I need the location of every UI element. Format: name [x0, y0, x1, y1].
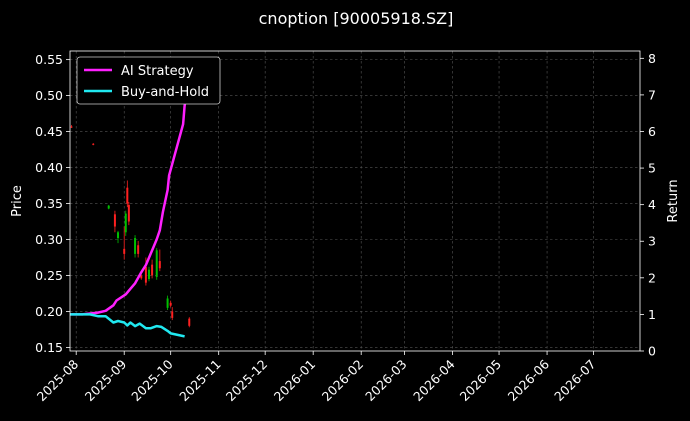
y-tick-label: 0.30 — [35, 232, 63, 247]
candle-body — [155, 250, 158, 277]
candle-body — [123, 248, 126, 254]
y-axis-right: 0 1 2 3 4 5 6 7 8 — [640, 51, 656, 359]
candle-body — [169, 302, 172, 306]
y-axis-title-right: Return — [666, 179, 681, 222]
candle-body — [92, 143, 95, 145]
y-tick-label: 0.45 — [35, 124, 63, 139]
candle-body — [188, 318, 191, 326]
chart-title: cnoption [90005918.SZ] — [259, 9, 454, 28]
y-tick-label: 0.40 — [35, 160, 63, 175]
legend: AI Strategy Buy-and-Hold — [76, 56, 221, 105]
candle-body — [124, 213, 127, 233]
y-tick-label: 0.55 — [35, 52, 63, 67]
legend-label-buy-and-hold: Buy-and-Hold — [121, 85, 209, 100]
y2-tick-label: 3 — [648, 234, 656, 249]
candle-body — [147, 269, 150, 280]
legend-label-ai-strategy: AI Strategy — [121, 64, 194, 79]
candle-body — [70, 126, 73, 128]
y-tick-label: 0.35 — [35, 196, 63, 211]
candle-body — [134, 238, 137, 254]
legend-box — [76, 56, 221, 105]
candle-body — [171, 311, 174, 318]
y-axis-left: 0.15 0.20 0.25 0.30 0.35 0.40 0.45 0.50 0.55 — [35, 52, 70, 355]
buy-and-hold-line — [70, 313, 185, 338]
candle-body — [144, 266, 147, 283]
y-axis-title-left: Price — [10, 185, 25, 217]
y2-tick-label: 2 — [648, 270, 656, 285]
candle-body — [158, 261, 161, 269]
candle-body — [137, 245, 140, 254]
return-lines — [70, 76, 191, 338]
candle-body — [127, 204, 130, 222]
y2-tick-label: 1 — [648, 307, 656, 322]
y-tick-label: 0.50 — [35, 88, 63, 103]
candle-body — [107, 205, 110, 209]
candle-body — [166, 298, 169, 308]
candle-body — [117, 232, 120, 239]
candle-body — [113, 214, 116, 227]
y2-tick-label: 5 — [648, 161, 656, 176]
y2-tick-label: 7 — [648, 87, 656, 102]
y2-tick-label: 0 — [648, 344, 656, 359]
plot-frame — [69, 50, 641, 352]
candle-body — [126, 187, 129, 204]
y2-tick-label: 6 — [648, 124, 656, 139]
y2-tick-label: 4 — [648, 197, 656, 212]
y2-tick-label: 8 — [648, 51, 656, 66]
y-tick-label: 0.15 — [35, 340, 63, 355]
candle-body — [151, 264, 154, 276]
candle-body — [140, 275, 143, 279]
y-tick-label: 0.20 — [35, 304, 63, 319]
y-tick-label: 0.25 — [35, 268, 63, 283]
ai-strategy-line — [70, 76, 191, 316]
